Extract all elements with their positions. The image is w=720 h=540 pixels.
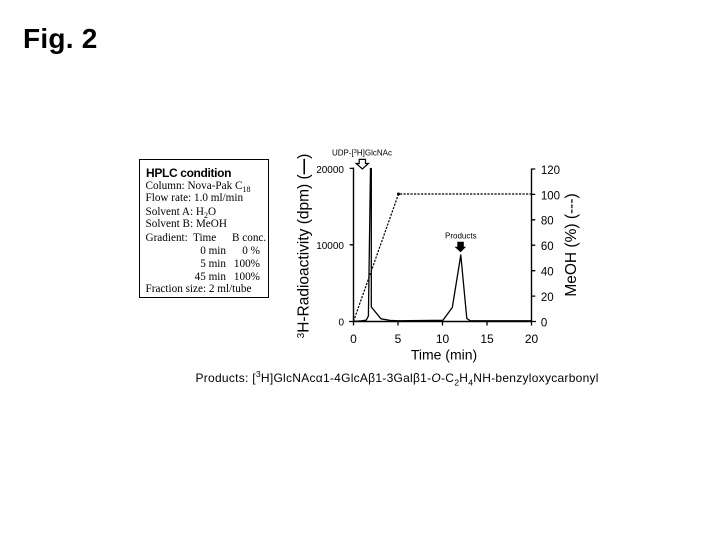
svg-text:15: 15 [480,332,494,346]
svg-text:80: 80 [541,216,554,228]
svg-text:10: 10 [436,332,450,346]
svg-text:120: 120 [541,165,560,177]
svg-text:0: 0 [350,332,357,346]
svg-text:Time (min): Time (min) [411,347,477,363]
svg-text:20000: 20000 [316,165,344,176]
svg-text:20: 20 [541,292,554,304]
svg-text:5: 5 [395,332,402,346]
svg-text:0: 0 [541,317,547,329]
svg-text:20: 20 [525,332,539,346]
svg-text:MeOH (%) (---): MeOH (%) (---) [563,193,580,296]
svg-text:UDP-[3H]GlcNAc: UDP-[3H]GlcNAc [332,149,392,158]
svg-text:3H-Radioactivity (dpm) (—): 3H-Radioactivity (dpm) (—) [296,154,313,339]
svg-text:10000: 10000 [316,241,344,252]
svg-text:0: 0 [338,317,344,328]
svg-text:100: 100 [541,190,560,202]
svg-text:Products: Products [445,231,477,240]
svg-text:40: 40 [541,267,554,279]
svg-text:60: 60 [541,241,554,253]
